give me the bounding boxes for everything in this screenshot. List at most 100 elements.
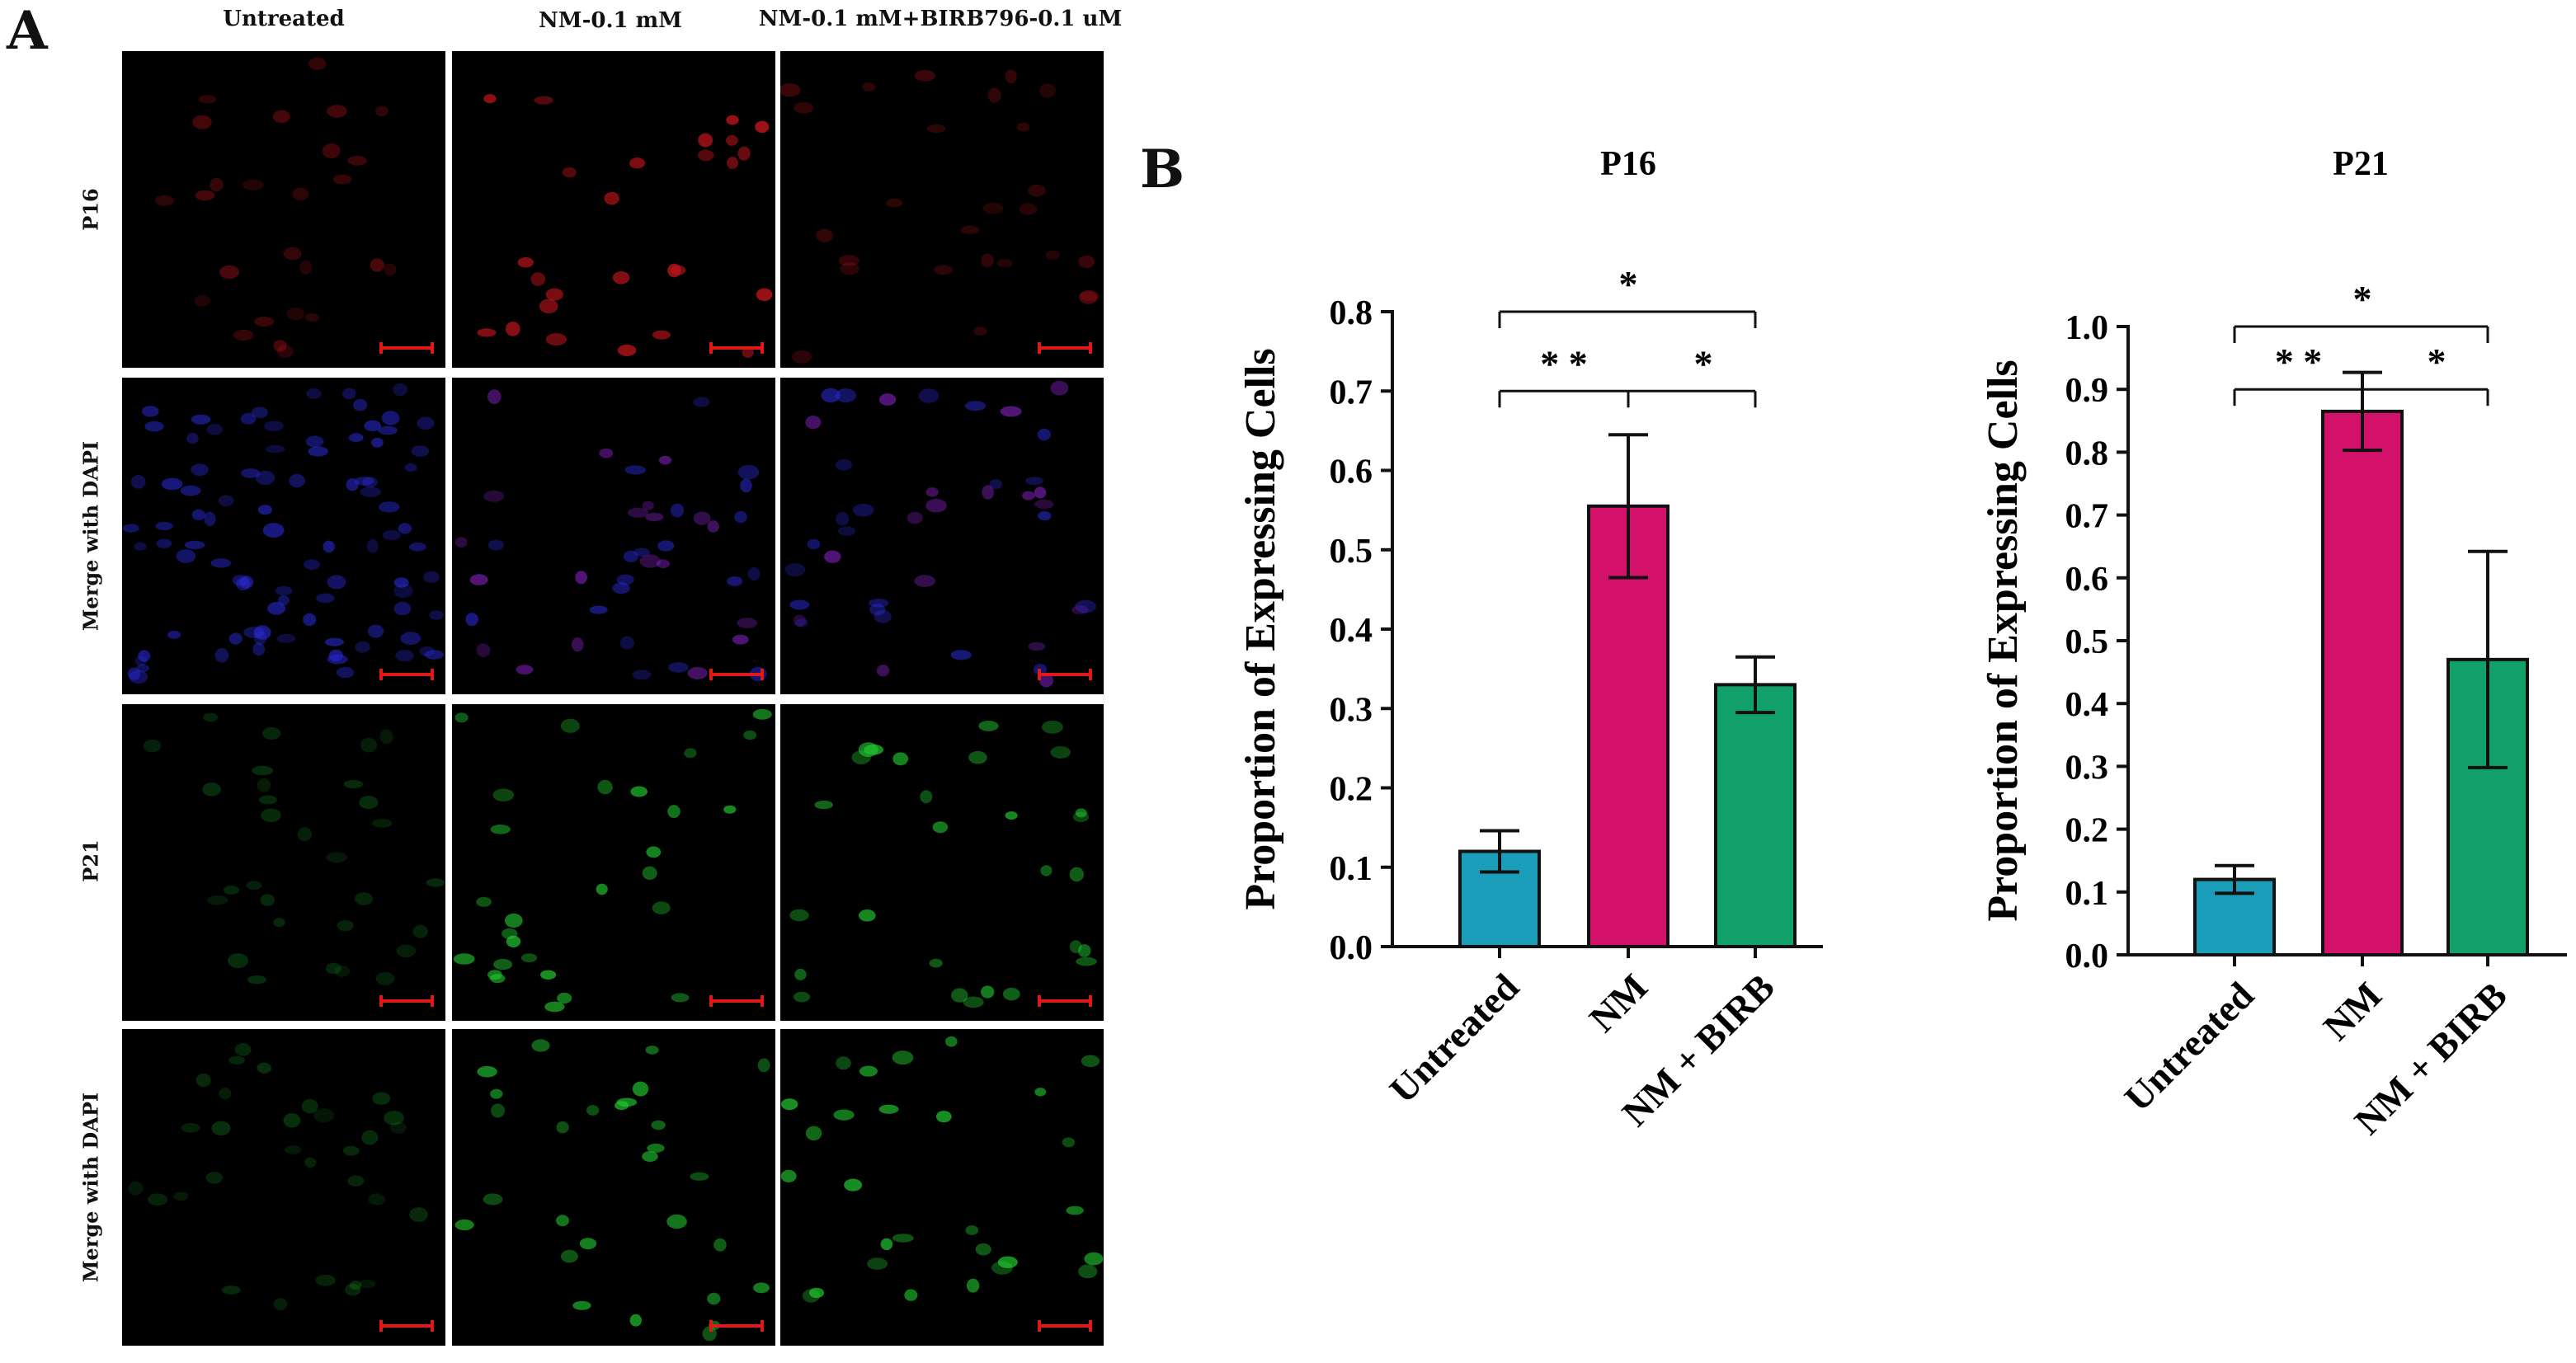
y-tick-label: 0.5 <box>1330 533 1373 571</box>
nucleus <box>130 475 146 489</box>
nucleus <box>707 1292 721 1305</box>
micrograph-p16-nm <box>452 51 775 368</box>
nucleus <box>997 1256 1018 1268</box>
nucleus <box>702 1326 717 1342</box>
scale-bar <box>379 1320 434 1332</box>
nucleus <box>243 179 264 190</box>
nucleus <box>346 478 359 491</box>
nucleus <box>128 1181 144 1196</box>
nucleus <box>868 599 889 608</box>
nucleus <box>892 752 909 766</box>
nucleus <box>465 613 478 627</box>
nucleus <box>272 110 290 123</box>
y-tick-label: 0.7 <box>1330 374 1373 411</box>
nucleus <box>276 633 296 643</box>
nucleus <box>671 993 690 1003</box>
nucleus <box>727 576 743 586</box>
nucleus <box>968 750 987 764</box>
nucleus <box>960 225 979 235</box>
nucleus <box>375 971 395 985</box>
nucleus <box>360 737 378 753</box>
nucleus <box>723 805 737 814</box>
nucleus <box>1005 811 1018 820</box>
significance-stars: * <box>1694 342 1713 384</box>
nucleus <box>304 313 319 322</box>
nucleus <box>167 630 181 639</box>
nucleus <box>355 641 370 653</box>
nucleus <box>129 670 148 684</box>
nucleus <box>221 1285 241 1295</box>
nucleus <box>253 625 271 640</box>
nucleus <box>964 401 986 411</box>
y-tick-label: 0.8 <box>1330 294 1373 332</box>
nucleus <box>277 595 290 606</box>
nucleus <box>203 712 218 722</box>
nucleus <box>234 1043 252 1056</box>
scale-bar <box>1038 342 1092 354</box>
nucleus <box>156 538 172 548</box>
column-label-untreated: Untreated <box>223 7 345 31</box>
significance-stars: * <box>2353 278 2372 320</box>
nucleus <box>805 1126 822 1141</box>
nucleus <box>982 202 1004 214</box>
nucleus <box>336 667 355 679</box>
nucleus <box>251 407 268 419</box>
nucleus <box>469 574 488 585</box>
nucleus <box>794 991 810 1003</box>
nucleus <box>996 259 1013 268</box>
nucleus <box>483 490 505 502</box>
nucleus <box>837 526 856 536</box>
micrograph-p21-untreated <box>122 704 445 1021</box>
nucleus <box>859 1065 878 1077</box>
nucleus <box>155 521 173 531</box>
nucleus <box>556 1215 569 1227</box>
y-tick-label: 0.1 <box>2065 875 2109 913</box>
nucleus <box>247 975 266 985</box>
nucleus <box>299 260 313 275</box>
nucleus <box>204 511 216 527</box>
nucleus <box>393 577 409 588</box>
nucleus <box>1084 1252 1104 1266</box>
nucleus <box>743 730 757 740</box>
nucleus <box>155 195 174 206</box>
significance-bracket <box>2233 388 2489 407</box>
nucleus <box>122 524 139 533</box>
nucleus <box>807 538 821 550</box>
nucleus <box>1038 511 1052 521</box>
nucleus <box>316 593 335 604</box>
nucleus <box>487 970 502 980</box>
nucleus <box>228 1055 246 1065</box>
micrograph-p21-nm-birb <box>780 704 1104 1021</box>
nucleus <box>1028 184 1046 197</box>
nucleus <box>612 582 630 595</box>
nucleus <box>932 821 949 834</box>
nucleus <box>794 968 807 980</box>
nucleus <box>556 1121 569 1134</box>
nucleus <box>305 435 324 448</box>
micrograph-p16-untreated <box>122 51 445 368</box>
nucleus <box>1034 486 1047 499</box>
nucleus <box>334 966 351 977</box>
error-bar <box>1480 829 1519 874</box>
nucleus <box>878 393 897 406</box>
nucleus <box>304 1157 317 1168</box>
nucleus <box>404 463 417 472</box>
nucleus <box>429 610 444 620</box>
nucleus <box>579 1238 597 1250</box>
nucleus <box>359 1279 376 1289</box>
nucleus <box>301 1099 318 1114</box>
nucleus <box>732 634 749 645</box>
nucleus <box>630 786 648 797</box>
scale-bar <box>379 995 434 1007</box>
nucleus <box>781 1098 798 1111</box>
nucleus <box>389 1121 407 1135</box>
nucleus <box>965 1225 979 1235</box>
nucleus <box>260 894 275 906</box>
nucleus <box>624 465 646 475</box>
nucleus <box>477 328 497 337</box>
nucleus <box>1034 499 1054 510</box>
nucleus <box>925 499 947 513</box>
nucleus <box>375 106 389 117</box>
x-tick-label: Untreated <box>2117 974 2263 1120</box>
nucleus <box>181 1123 200 1133</box>
